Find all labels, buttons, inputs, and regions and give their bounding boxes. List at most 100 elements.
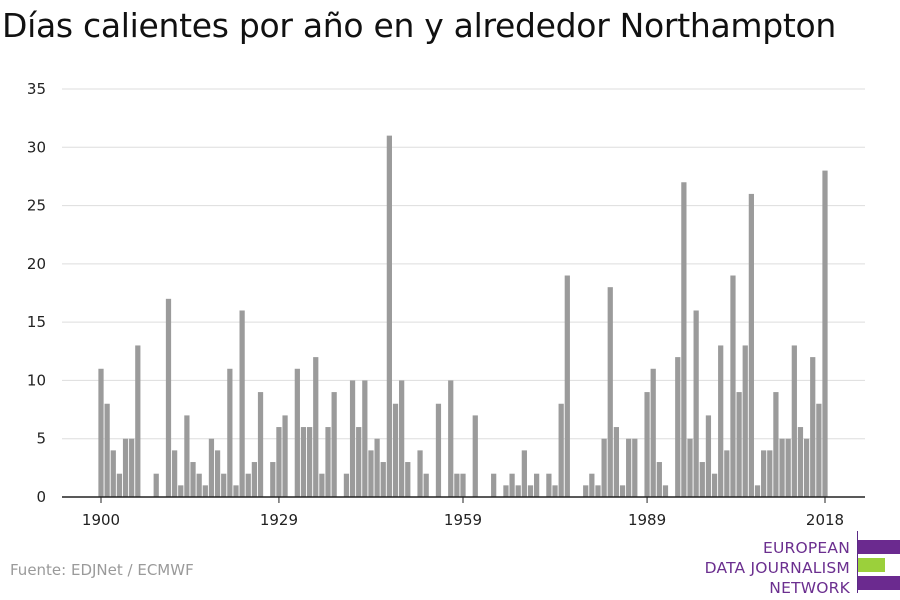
bar-1961 bbox=[472, 415, 478, 497]
bar-1943 bbox=[362, 380, 368, 497]
bar-1901 bbox=[104, 403, 110, 497]
bar-1999 bbox=[705, 415, 712, 497]
bar-1935 bbox=[313, 357, 319, 497]
bar-1991 bbox=[656, 462, 662, 497]
bar-1989 bbox=[644, 392, 650, 497]
bar-2010 bbox=[773, 392, 779, 497]
bar-1946 bbox=[380, 462, 386, 497]
bar-1959 bbox=[460, 473, 466, 497]
bar-1945 bbox=[374, 438, 380, 497]
x-tick-label: 1900 bbox=[82, 511, 120, 529]
y-tick-label: 5 bbox=[36, 430, 46, 448]
bar-1968 bbox=[515, 485, 521, 497]
bar-1974 bbox=[552, 485, 558, 497]
bar-1998 bbox=[699, 462, 705, 497]
bar-1936 bbox=[319, 473, 325, 497]
bar-1987 bbox=[632, 438, 638, 497]
bar-1938 bbox=[331, 392, 337, 497]
bar-2008 bbox=[761, 450, 767, 497]
bar-1920 bbox=[221, 473, 227, 497]
bar-1913 bbox=[178, 485, 184, 497]
bar-1992 bbox=[662, 485, 669, 497]
bar-1923 bbox=[239, 310, 245, 497]
bar-1957 bbox=[448, 380, 454, 497]
bar-1944 bbox=[368, 450, 374, 497]
bars bbox=[98, 135, 828, 497]
bar-1919 bbox=[214, 450, 221, 497]
logo-line-1: EUROPEAN bbox=[762, 539, 850, 557]
bar-1971 bbox=[534, 473, 540, 497]
bar-1912 bbox=[172, 450, 178, 497]
bar-1930 bbox=[282, 415, 288, 497]
bar-1940 bbox=[343, 473, 350, 497]
bar-1903 bbox=[116, 473, 123, 497]
y-tick-label: 25 bbox=[27, 197, 46, 215]
bar-1916 bbox=[196, 473, 202, 497]
bar-1934 bbox=[306, 427, 313, 497]
bar-1983 bbox=[607, 287, 613, 497]
bar-1909 bbox=[153, 473, 159, 497]
y-tick-label: 30 bbox=[27, 138, 46, 156]
bar-1937 bbox=[325, 427, 331, 497]
y-tick-label: 10 bbox=[27, 371, 46, 389]
bar-1958 bbox=[454, 473, 460, 497]
bar-2000 bbox=[711, 473, 718, 497]
bar-1929 bbox=[276, 427, 282, 497]
bar-1950 bbox=[405, 462, 411, 497]
bar-1970 bbox=[527, 485, 534, 497]
y-tick-label: 35 bbox=[27, 80, 46, 98]
bar-1906 bbox=[135, 345, 141, 497]
bar-1933 bbox=[300, 427, 307, 497]
bar-1928 bbox=[270, 462, 276, 497]
bar-1900 bbox=[98, 368, 104, 497]
bar-1990 bbox=[650, 368, 656, 497]
bar-2015 bbox=[803, 438, 810, 497]
logo-line-2: DATA JOURNALISM bbox=[704, 559, 850, 577]
bar-1964 bbox=[491, 473, 497, 497]
bar-2012 bbox=[785, 438, 791, 497]
bar-1976 bbox=[564, 275, 570, 497]
bar-1932 bbox=[294, 368, 300, 497]
bar-1902 bbox=[110, 450, 116, 497]
bar-1975 bbox=[558, 403, 564, 497]
source-note: Fuente: EDJNet / ECMWF bbox=[10, 561, 194, 579]
bar-2002 bbox=[724, 450, 730, 497]
bar-2014 bbox=[797, 427, 804, 497]
x-tick-label: 2018 bbox=[806, 511, 844, 529]
bar-2001 bbox=[718, 345, 724, 497]
y-tick-label: 15 bbox=[27, 313, 46, 331]
bar-1915 bbox=[190, 462, 196, 497]
x-axis-ticks: 1900 1929 1959 1989 2018 bbox=[82, 497, 844, 529]
bar-1949 bbox=[399, 380, 405, 497]
bar-1941 bbox=[349, 380, 356, 497]
bar-1980 bbox=[589, 473, 595, 497]
chart-title: Días calientes por año en y alrededor No… bbox=[2, 6, 837, 45]
bar-1979 bbox=[583, 485, 589, 497]
x-tick-label: 1929 bbox=[260, 511, 298, 529]
y-axis-ticks: 0 5 10 15 20 25 30 35 bbox=[27, 80, 46, 506]
bar-1985 bbox=[619, 485, 626, 497]
x-tick-label: 1959 bbox=[444, 511, 482, 529]
bar-2017 bbox=[816, 403, 822, 497]
bar-2018 bbox=[822, 170, 828, 497]
bar-1966 bbox=[503, 485, 509, 497]
edjnet-logo-text: EUROPEAN DATA JOURNALISM NETWORK bbox=[705, 538, 850, 598]
bar-1953 bbox=[423, 473, 429, 497]
logo-bar-green bbox=[858, 558, 885, 572]
bar-1948 bbox=[392, 403, 399, 497]
bar-1969 bbox=[521, 450, 527, 497]
bar-1995 bbox=[681, 182, 687, 497]
bar-1925 bbox=[251, 462, 258, 497]
bar-1924 bbox=[245, 473, 251, 497]
bar-2005 bbox=[742, 345, 748, 497]
gridlines bbox=[62, 88, 865, 440]
bar-1967 bbox=[509, 473, 515, 497]
bar-1973 bbox=[546, 473, 552, 497]
bar-1942 bbox=[356, 427, 362, 497]
y-tick-label: 0 bbox=[36, 488, 46, 506]
bar-1996 bbox=[687, 438, 693, 497]
bar-1997 bbox=[693, 310, 699, 497]
bar-1917 bbox=[202, 485, 208, 497]
bar-2006 bbox=[748, 193, 754, 497]
